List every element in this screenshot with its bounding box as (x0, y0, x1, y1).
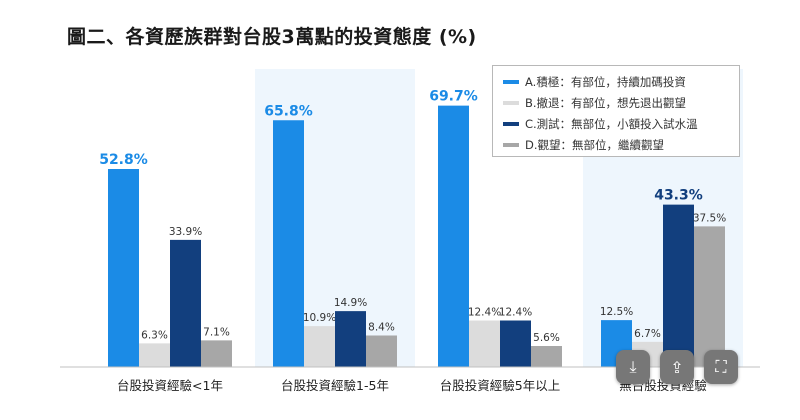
data-label: 52.8% (99, 152, 148, 168)
category-label: 台股投資經驗1-5年 (281, 378, 389, 393)
data-label: 69.7% (429, 89, 478, 105)
bar (500, 320, 531, 367)
category-label: 台股投資經驗<1年 (117, 378, 223, 393)
data-label: 33.9% (169, 226, 202, 238)
legend-label: C.測試：無部位，小額投入試水溫 (525, 116, 698, 131)
data-label: 37.5% (693, 212, 726, 224)
data-label: 6.7% (634, 328, 661, 340)
expand-button[interactable]: ⛶ (704, 350, 738, 384)
data-label: 12.5% (600, 306, 633, 318)
bar (694, 226, 725, 367)
download-icon: ⤓ (629, 357, 637, 376)
chart-legend: A.積極：有部位，持續加碼投資 B.撤退：有部位，想先退出觀望 C.測試：無部位… (492, 65, 740, 157)
legend-item: A.積極：有部位，持續加碼投資 (503, 71, 739, 92)
data-label: 5.6% (533, 332, 560, 344)
data-label: 7.1% (203, 326, 230, 338)
data-label: 12.4% (468, 307, 501, 319)
data-label: 10.9% (303, 312, 336, 324)
download-button[interactable]: ⤓ (616, 350, 650, 384)
legend-label: A.積極：有部位，持續加碼投資 (525, 74, 686, 89)
bar (663, 204, 694, 367)
bar (469, 320, 500, 367)
data-label: 8.4% (368, 322, 395, 334)
legend-label: D.觀望：無部位，繼續觀望 (525, 137, 665, 152)
legend-item: C.測試：無部位，小額投入試水溫 (503, 113, 739, 134)
bar (366, 335, 397, 367)
bar (438, 105, 469, 367)
bar (201, 340, 232, 367)
bar (170, 239, 201, 367)
legend-label: B.撤退：有部位，想先退出觀望 (525, 95, 687, 110)
data-label: 65.8% (264, 103, 313, 119)
category-label: 台股投資經驗5年以上 (440, 378, 560, 393)
bar (139, 343, 170, 367)
bar (273, 120, 304, 367)
legend-item: D.觀望：無部位，繼續觀望 (503, 134, 739, 155)
legend-swatch (503, 142, 519, 147)
expand-icon: ⛶ (715, 357, 727, 376)
legend-swatch (503, 79, 519, 84)
chart-title: 圖二、各資歷族群對台股3萬點的投資態度 (%) (67, 26, 477, 48)
bar (531, 346, 562, 367)
data-label: 12.4% (499, 307, 532, 319)
share-button[interactable]: ⇪ (660, 350, 694, 384)
legend-item: B.撤退：有部位，想先退出觀望 (503, 92, 739, 113)
bar (304, 326, 335, 367)
legend-swatch (503, 121, 519, 126)
bar (108, 169, 139, 367)
data-label: 43.3% (654, 188, 703, 204)
data-label: 14.9% (334, 297, 367, 309)
data-label: 6.3% (141, 329, 168, 341)
share-icon: ⇪ (670, 357, 684, 377)
image-action-buttons: ⤓ ⇪ ⛶ (616, 350, 738, 384)
bar (335, 311, 366, 367)
legend-swatch (503, 100, 519, 105)
